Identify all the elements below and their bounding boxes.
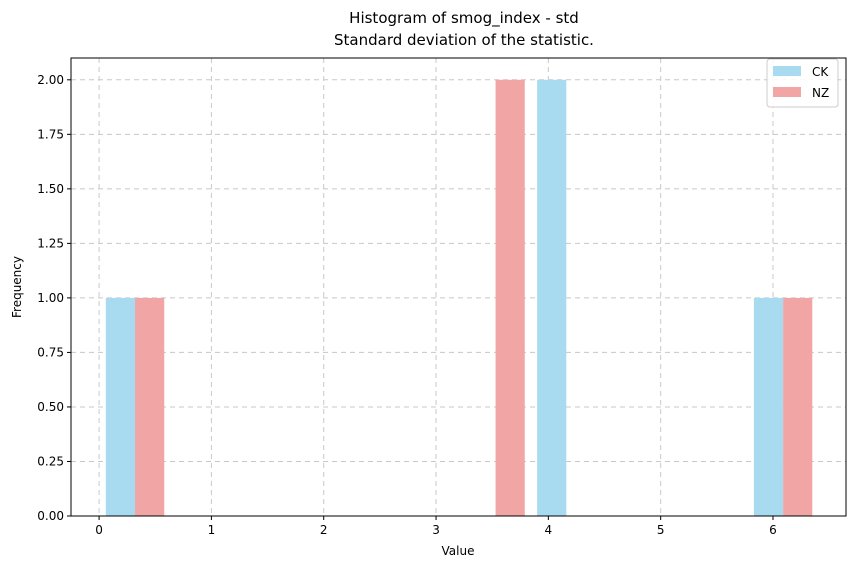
x-tick-label: 1 — [208, 523, 216, 537]
bars — [105, 79, 813, 517]
y-tick-label: 1.50 — [37, 182, 64, 196]
legend-label-ck: CK — [812, 65, 829, 79]
y-tick-label: 1.25 — [37, 236, 64, 250]
chart-subtitle: Standard deviation of the statistic. — [334, 31, 594, 49]
plot-frame — [70, 57, 847, 517]
bar-nz — [783, 297, 813, 516]
bar-nz — [135, 297, 165, 516]
legend: CK NZ — [766, 58, 839, 108]
grid-lines — [71, 58, 846, 517]
x-tick-label: 2 — [320, 523, 328, 537]
x-axis-label: Value — [442, 544, 475, 558]
bar-ck — [753, 297, 784, 516]
bar-ck — [105, 297, 136, 516]
bar-ck — [537, 79, 567, 517]
bar-nz — [495, 79, 525, 517]
y-tick-label: 0.00 — [37, 509, 64, 523]
y-tick-label: 0.75 — [37, 345, 64, 359]
x-tick-label: 3 — [432, 523, 440, 537]
x-tick-label: 4 — [545, 523, 553, 537]
x-tick-label: 5 — [657, 523, 665, 537]
y-tick-label: 1.00 — [37, 291, 64, 305]
y-tick-label: 1.75 — [37, 127, 64, 141]
x-axis-ticks: 0 1 2 3 4 5 6 — [95, 516, 777, 537]
x-tick-label: 6 — [769, 523, 777, 537]
legend-swatch-nz — [773, 87, 801, 97]
y-axis-label: Frequency — [10, 256, 24, 318]
y-axis-ticks: 0.00 0.25 0.50 0.75 1.00 1.25 1.50 1.75 2.00 — [37, 73, 71, 523]
x-tick-label: 0 — [95, 523, 103, 537]
legend-swatch-ck — [773, 66, 801, 76]
y-tick-label: 0.25 — [37, 454, 64, 468]
legend-label-nz: NZ — [812, 86, 829, 100]
chart-title: Histogram of smog_index - std — [349, 9, 579, 28]
y-tick-label: 0.50 — [37, 400, 64, 414]
y-tick-label: 2.00 — [37, 73, 64, 87]
